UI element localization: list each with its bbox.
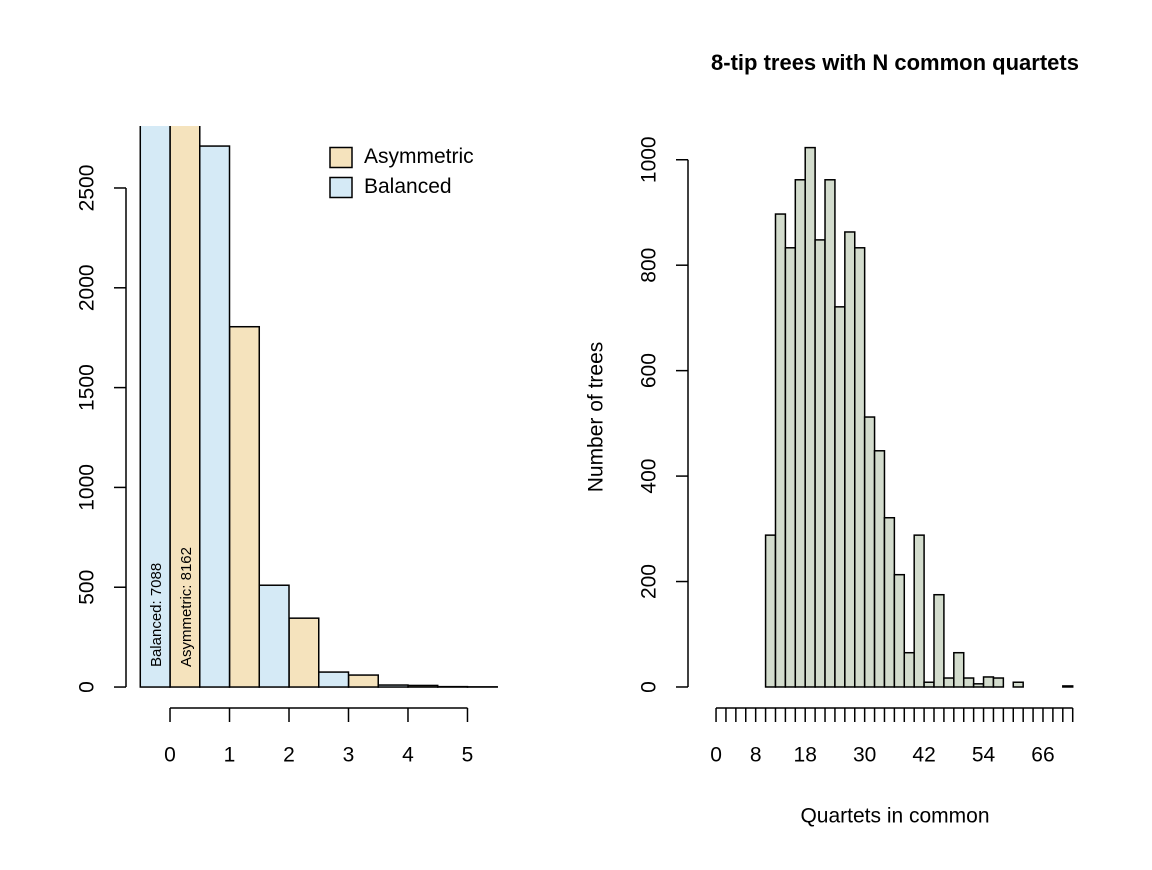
y-tick-label: 600 — [638, 353, 661, 388]
histogram-bar — [835, 307, 845, 687]
histogram-bar — [795, 180, 805, 687]
histogram-bar — [815, 240, 825, 687]
histogram-bar — [964, 678, 974, 687]
x-tick-label: 30 — [853, 744, 876, 767]
histogram-bar — [766, 535, 776, 687]
histogram-bar — [944, 678, 954, 687]
legend-swatch — [330, 148, 352, 168]
bar — [230, 327, 260, 687]
y-tick-label: 500 — [76, 570, 99, 605]
y-axis-label: Number of trees — [585, 342, 608, 493]
histogram-bar — [1013, 682, 1023, 687]
histogram-bar — [904, 653, 914, 687]
histogram-bar — [785, 248, 795, 687]
bar — [378, 685, 408, 687]
x-tick-label: 1 — [224, 744, 236, 767]
y-tick-label: 1000 — [638, 136, 661, 183]
histogram-bar — [805, 148, 815, 687]
histogram-bar — [825, 180, 835, 687]
histogram-bar — [775, 214, 785, 687]
x-tick-label: 42 — [912, 744, 935, 767]
histogram-bar — [884, 518, 894, 687]
histogram-bar — [954, 653, 964, 687]
y-tick-label: 400 — [638, 459, 661, 494]
y-tick-label: 200 — [638, 564, 661, 599]
y-tick-label: 800 — [638, 248, 661, 283]
bar — [289, 618, 319, 687]
y-tick-label: 0 — [638, 681, 661, 693]
bar — [200, 146, 230, 687]
histogram-bar — [855, 248, 865, 687]
x-tick-label: 5 — [462, 744, 474, 767]
x-tick-label: 18 — [794, 744, 817, 767]
right-plot — [766, 148, 1073, 687]
x-tick-label: 8 — [750, 744, 762, 767]
legend-swatch — [330, 178, 352, 198]
x-tick-label: 2 — [283, 744, 295, 767]
y-tick-label: 1000 — [76, 464, 99, 511]
bar — [259, 585, 289, 687]
histogram-bar — [845, 232, 855, 687]
legend-label: Asymmetric — [364, 145, 474, 168]
bar — [348, 675, 378, 687]
y-tick-label: 1500 — [76, 364, 99, 411]
x-tick-label: 0 — [164, 744, 176, 767]
chart-title: 8-tip trees with N common quartets — [711, 50, 1079, 75]
histogram-bar — [865, 417, 875, 687]
bar — [408, 685, 438, 687]
x-tick-label: 66 — [1031, 744, 1054, 767]
histogram-bar — [984, 677, 994, 687]
histogram-bar — [993, 678, 1003, 687]
x-axis-label: Quartets in common — [800, 805, 989, 828]
annotation: Balanced: 7088 — [148, 563, 165, 667]
histogram-bar — [974, 684, 984, 687]
histogram-bar — [894, 575, 904, 687]
histogram-bar — [914, 535, 924, 687]
legend-label: Balanced — [364, 175, 452, 198]
y-tick-label: 2500 — [76, 165, 99, 212]
annotation: Asymmetric: 8162 — [178, 547, 195, 667]
y-tick-label: 2000 — [76, 264, 99, 311]
x-tick-label: 54 — [972, 744, 996, 767]
histogram-bar — [1063, 686, 1073, 687]
x-tick-label: 0 — [710, 744, 722, 767]
x-tick-label: 4 — [402, 744, 414, 767]
histogram-bar — [934, 595, 944, 687]
histogram-bar — [924, 682, 934, 687]
y-tick-label: 0 — [76, 681, 99, 693]
histogram-bar — [875, 451, 885, 687]
bar — [319, 672, 349, 687]
x-tick-label: 3 — [343, 744, 355, 767]
